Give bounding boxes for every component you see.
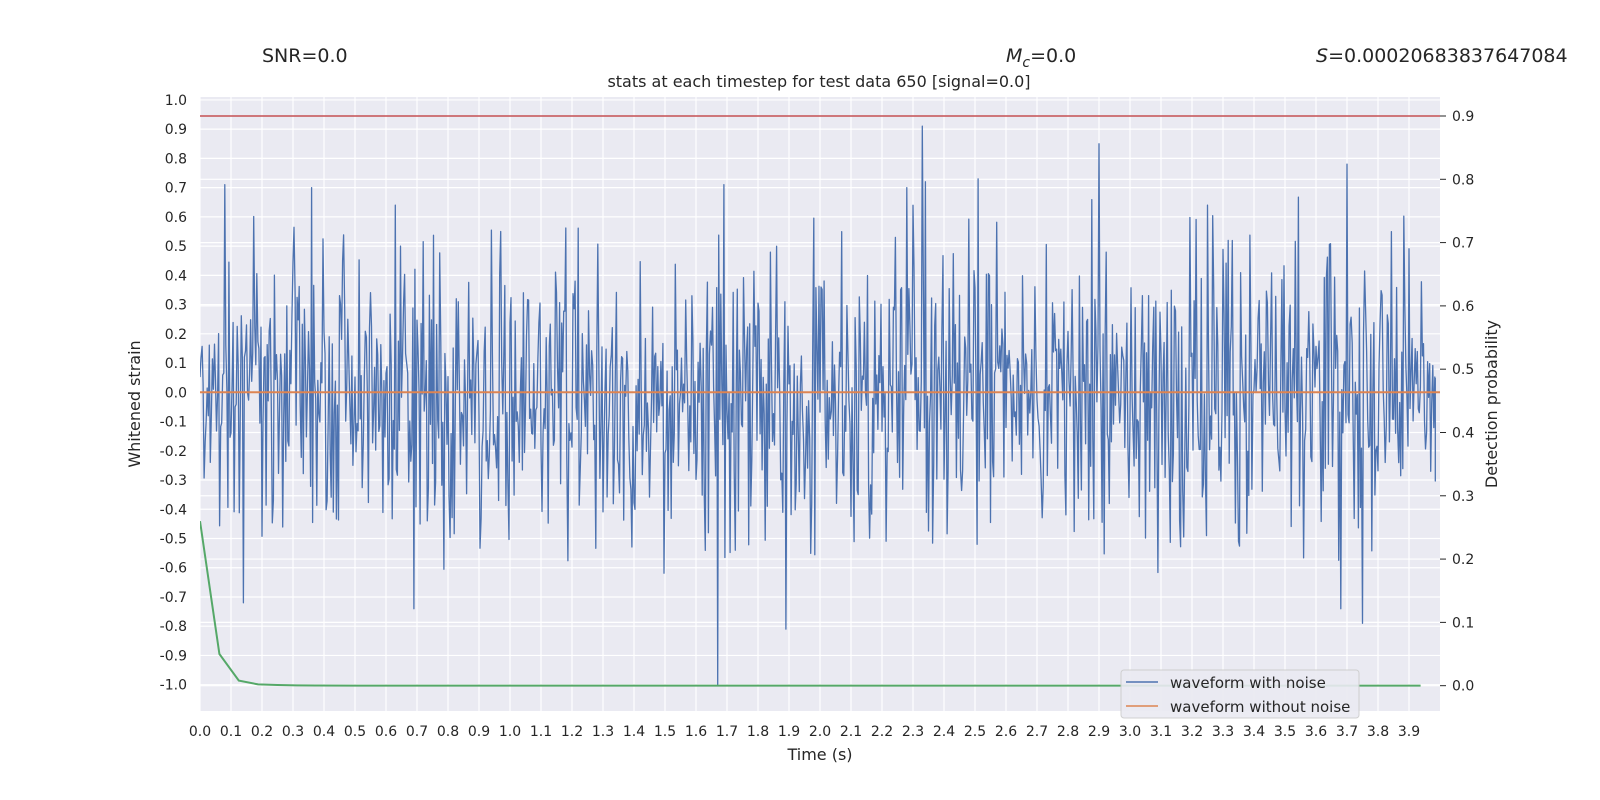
x-tick-label: 0.3 [282, 724, 304, 740]
left-y-tick-label: 0.5 [165, 239, 187, 255]
x-tick-label: 3.8 [1367, 724, 1389, 740]
x-tick-label: 0.7 [406, 724, 428, 740]
legend-box [1120, 669, 1360, 719]
x-tick-label: 0.6 [375, 724, 397, 740]
mc-subscript: c [1022, 55, 1030, 71]
left-y-tick-label: -0.6 [160, 561, 187, 577]
right-y-tick-label: 0.8 [1452, 172, 1474, 188]
x-tick-label: 0.8 [437, 724, 459, 740]
legend-label-clean: waveform without noise [1170, 698, 1350, 716]
left-y-tick-label: -0.4 [160, 502, 187, 518]
x-tick-label: 1.8 [747, 724, 769, 740]
x-tick-label: 1.0 [499, 724, 521, 740]
left-y-tick-label: -0.2 [160, 444, 187, 460]
x-tick-label: 1.6 [685, 724, 707, 740]
right-y-tick-label: 0.4 [1452, 425, 1474, 441]
x-tick-label: 1.3 [592, 724, 614, 740]
left-y-tick-label: -0.5 [160, 531, 187, 547]
snr-annotation: SNR=0.0 [262, 45, 348, 67]
right-y-tick-label: 0.5 [1452, 362, 1474, 378]
x-tick-label: 2.6 [995, 724, 1017, 740]
detection-probability-line [200, 520, 1421, 687]
x-tick-label: 3.5 [1274, 724, 1296, 740]
legend-label-noisy: waveform with noise [1170, 674, 1326, 692]
right-y-tick-label: 0.6 [1452, 299, 1474, 315]
x-tick-label: 2.9 [1088, 724, 1110, 740]
left-y-tick-label: 0.3 [165, 298, 187, 314]
right-y-axis-ticks: 0.9 0.8 0.7 0.6 0.5 0.4 0.3 0.2 0.1 0.0 [1440, 109, 1474, 695]
mc-value: =0.0 [1030, 45, 1076, 67]
chart-title: stats at each timestep for test data 650… [607, 72, 1030, 91]
left-y-tick-label: -1.0 [160, 678, 187, 694]
x-tick-label: 0.5 [344, 724, 366, 740]
x-tick-label: 0.1 [220, 724, 242, 740]
s-annotation: S=0.00020683837647084 [1316, 45, 1568, 67]
right-y-tick-label: 0.1 [1452, 615, 1474, 631]
left-y-tick-label: 1.0 [165, 93, 187, 109]
left-y-tick-label: -0.1 [160, 415, 187, 431]
s-value: =0.00020683837647084 [1328, 45, 1568, 67]
x-tick-label: 2.1 [840, 724, 862, 740]
left-y-tick-label: 0.6 [165, 210, 187, 226]
x-tick-label: 0.9 [468, 724, 490, 740]
chirp-mass-annotation: Mc=0.0 [1006, 45, 1076, 71]
right-y-tick-label: 0.0 [1452, 679, 1474, 695]
x-tick-label: 0.0 [189, 724, 211, 740]
left-y-tick-label: 0.0 [165, 385, 187, 401]
x-tick-label: 1.1 [530, 724, 552, 740]
x-tick-label: 3.2 [1181, 724, 1203, 740]
x-tick-label: 1.2 [561, 724, 583, 740]
left-y-tick-label: 0.4 [165, 268, 187, 284]
left-y-axis-ticks: 1.0 0.9 0.8 0.7 0.6 0.5 0.4 0.3 0.2 0.1 0.0 -0.1 -0.… [160, 93, 187, 694]
left-y-tick-label: -0.3 [160, 473, 187, 489]
left-y-axis-label: Whitened strain [125, 340, 144, 467]
x-tick-label: 1.7 [716, 724, 738, 740]
x-axis-label: Time (s) [786, 745, 852, 764]
x-tick-label: 3.4 [1243, 724, 1265, 740]
x-tick-label: 3.3 [1212, 724, 1234, 740]
right-y-tick-label: 0.3 [1452, 489, 1474, 505]
left-y-tick-label: -0.9 [160, 648, 187, 664]
x-tick-label: 1.5 [654, 724, 676, 740]
x-tick-label: 2.0 [809, 724, 831, 740]
x-tick-label: 2.2 [871, 724, 893, 740]
x-tick-label: 0.2 [251, 724, 273, 740]
x-tick-label: 3.1 [1150, 724, 1172, 740]
x-tick-label: 0.4 [313, 724, 335, 740]
x-axis-ticks: 0.0 0.1 0.2 0.3 0.4 0.5 0.6 0.7 0.8 0.9 1.0 1.1 1.2 1… [189, 724, 1420, 740]
left-y-tick-label: 0.8 [165, 151, 187, 167]
s-symbol: S [1316, 45, 1328, 67]
left-y-tick-label: 0.7 [165, 181, 187, 197]
x-tick-label: 1.9 [778, 724, 800, 740]
right-y-tick-label: 0.7 [1452, 236, 1474, 252]
left-y-tick-label: 0.1 [165, 356, 187, 372]
mc-symbol: M [1006, 45, 1022, 67]
right-y-axis-label: Detection probability [1482, 320, 1501, 488]
x-tick-label: 2.5 [964, 724, 986, 740]
x-tick-label: 2.7 [1026, 724, 1048, 740]
right-y-tick-label: 0.9 [1452, 109, 1474, 125]
x-tick-label: 2.3 [902, 724, 924, 740]
noisy-waveform-line [200, 125, 1436, 686]
x-tick-label: 3.9 [1398, 724, 1420, 740]
x-tick-label: 2.4 [933, 724, 955, 740]
left-y-tick-label: -0.7 [160, 590, 187, 606]
legend[interactable]: waveform with noise waveform without noi… [1120, 669, 1360, 719]
x-tick-label: 3.7 [1336, 724, 1358, 740]
x-tick-label: 2.8 [1057, 724, 1079, 740]
right-y-tick-label: 0.2 [1452, 552, 1474, 568]
left-y-tick-label: 0.2 [165, 327, 187, 343]
x-tick-label: 3.6 [1305, 724, 1327, 740]
left-y-tick-label: 0.9 [165, 122, 187, 138]
x-tick-label: 3.0 [1119, 724, 1141, 740]
x-tick-label: 1.4 [623, 724, 645, 740]
left-y-tick-label: -0.8 [160, 619, 187, 635]
